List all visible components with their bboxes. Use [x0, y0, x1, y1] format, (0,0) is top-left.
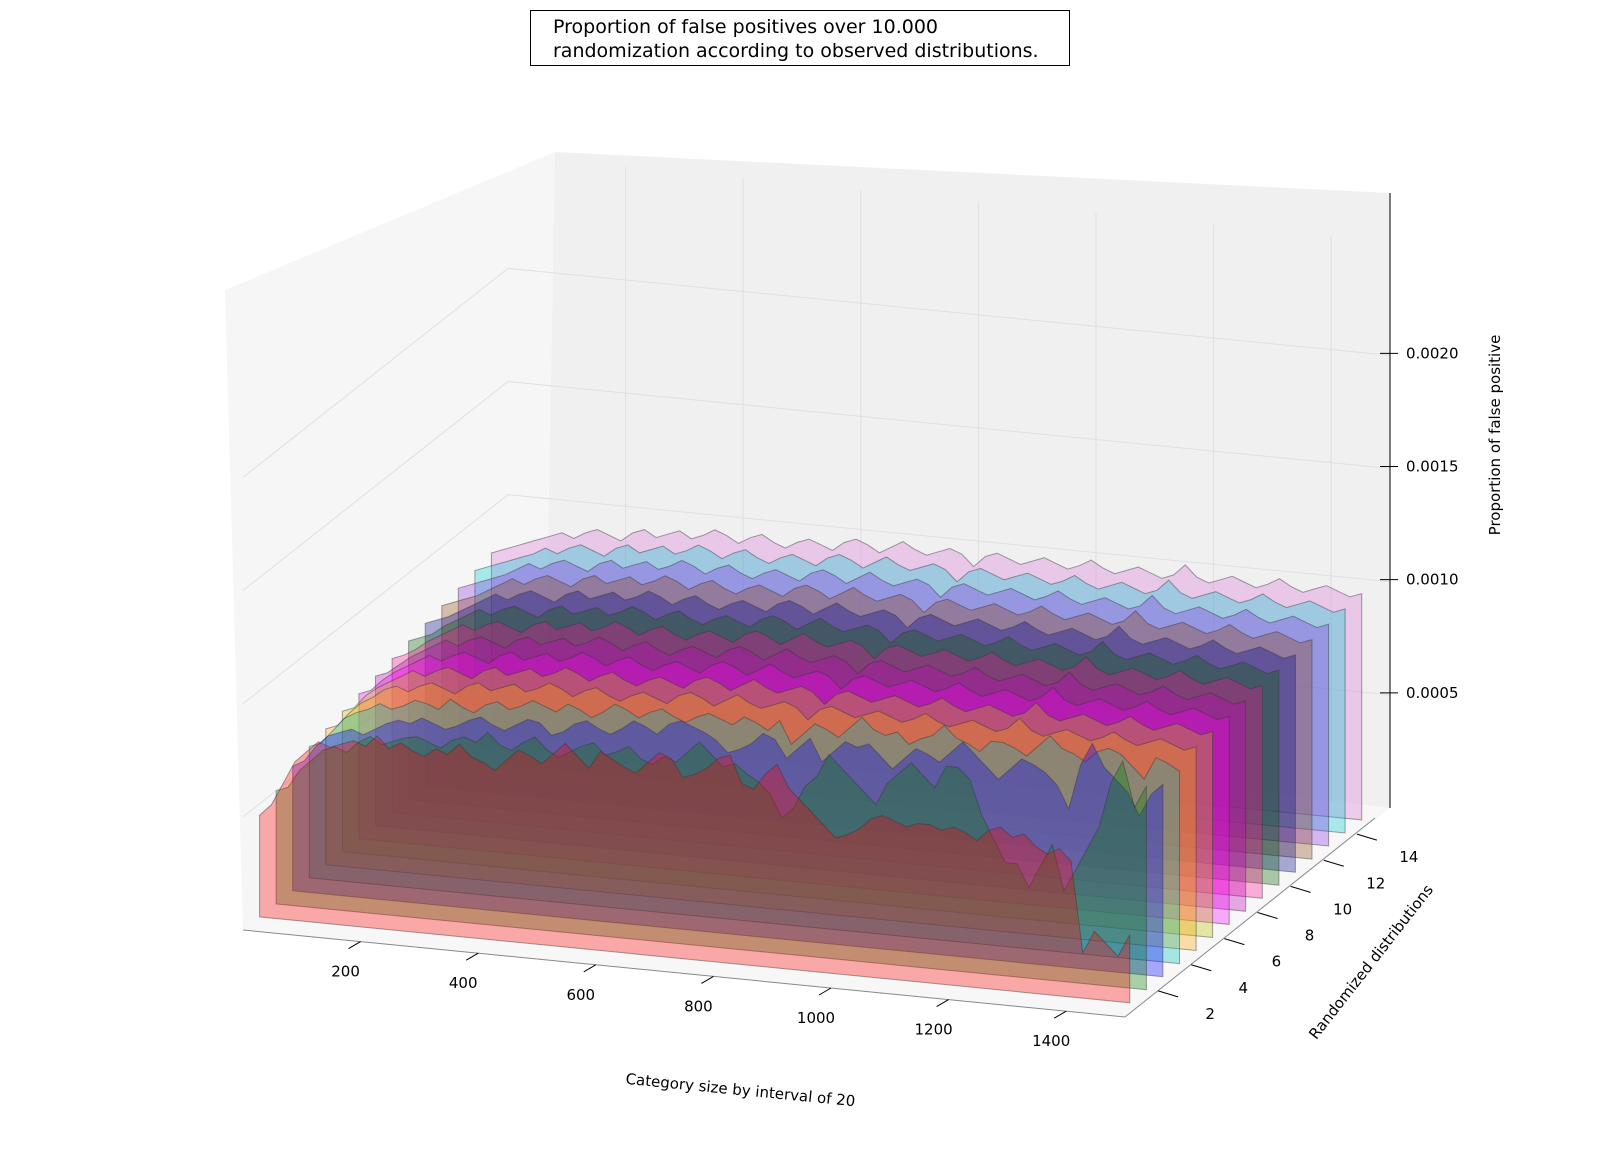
series-area	[358, 651, 1230, 925]
series-area	[275, 731, 1147, 991]
grid-line-z-back	[507, 494, 1391, 583]
series-area	[341, 666, 1214, 939]
series-area	[391, 620, 1263, 899]
series-area	[292, 716, 1164, 978]
y-tick-mark	[1323, 859, 1344, 867]
series-area	[308, 698, 1180, 965]
x-tick-label: 400	[449, 974, 478, 992]
y-tick-mark	[1157, 990, 1179, 998]
chart-title-line-2: randomization according to observed dist…	[553, 40, 1039, 62]
y-tick-label: 12	[1366, 874, 1385, 892]
y-tick-label: 10	[1333, 900, 1352, 918]
series-area	[490, 528, 1363, 821]
x-tick-label: 1000	[797, 1009, 835, 1027]
y-axis-line	[1124, 817, 1376, 1018]
y-tick-label: 2	[1205, 1005, 1215, 1023]
series-area	[325, 682, 1197, 952]
grid-line-z-left	[242, 494, 509, 705]
x-tick-mark	[348, 941, 361, 950]
z-tick-label: 0.0010	[1406, 571, 1459, 589]
y-tick-mark	[1224, 938, 1245, 946]
gridlines	[242, 166, 1391, 818]
y-tick-label: 8	[1305, 927, 1315, 945]
x-tick-label: 600	[566, 986, 595, 1004]
grid-line-z-back	[507, 607, 1391, 696]
series-area	[424, 590, 1296, 873]
y-tick-mark	[1191, 964, 1212, 972]
x-tick-label: 200	[331, 963, 360, 981]
z-ticks: 0.0005 0.0010 0.0015 0.0020	[1380, 344, 1459, 702]
series-area	[474, 544, 1346, 834]
y-tick-mark	[1257, 912, 1278, 919]
series-area	[259, 735, 1131, 1004]
y-tick-mark	[1356, 833, 1378, 841]
series-layer	[259, 528, 1363, 1004]
series-area	[441, 574, 1313, 860]
grid-line-z-left	[242, 607, 509, 818]
grid-line-z-back	[507, 267, 1391, 356]
series-area	[457, 559, 1330, 847]
x-axis-label: Category size by interval of 20	[625, 1070, 856, 1110]
floor-pane	[243, 707, 1390, 1017]
y-tick-label: 6	[1272, 953, 1282, 971]
x-tick-label: 1200	[915, 1021, 953, 1039]
x-tick-mark	[583, 964, 597, 973]
z-tick-label: 0.0005	[1406, 684, 1459, 702]
grid-line-z-left	[242, 267, 509, 478]
x-tick-mark	[701, 975, 714, 984]
left-pane	[225, 152, 555, 930]
grid-line-z-back	[507, 381, 1391, 470]
x-tick-mark	[818, 987, 832, 996]
z-tick-label: 0.0020	[1406, 344, 1459, 362]
back-pane	[545, 152, 1390, 808]
y-axis-label: Randomized distributions	[1305, 881, 1437, 1043]
chart-title-line-1: Proportion of false positives over 10.00…	[553, 16, 939, 38]
z-axis-label: Proportion of false positive	[1486, 335, 1504, 536]
y-tick-label: 14	[1399, 848, 1418, 866]
series-area	[375, 636, 1247, 912]
x-tick-mark	[465, 952, 479, 961]
x-tick-mark	[936, 999, 949, 1008]
x-tick-mark	[1053, 1010, 1067, 1019]
series-area	[408, 605, 1280, 886]
y-ticks: 2 4 6 8 10 12 14	[1157, 833, 1418, 1023]
chart-title-box: Proportion of false positives over 10.00…	[530, 10, 1070, 66]
y-tick-mark	[1290, 885, 1311, 893]
z-tick-label: 0.0015	[1406, 458, 1459, 476]
x-tick-label: 800	[684, 997, 713, 1015]
y-tick-label: 4	[1238, 979, 1248, 997]
grid-line-z-left	[242, 381, 509, 591]
x-ticks: 200 400 600 800 1000 1200 1400	[331, 941, 1070, 1050]
x-axis-line	[242, 929, 1126, 1018]
x-tick-label: 1400	[1032, 1032, 1070, 1050]
